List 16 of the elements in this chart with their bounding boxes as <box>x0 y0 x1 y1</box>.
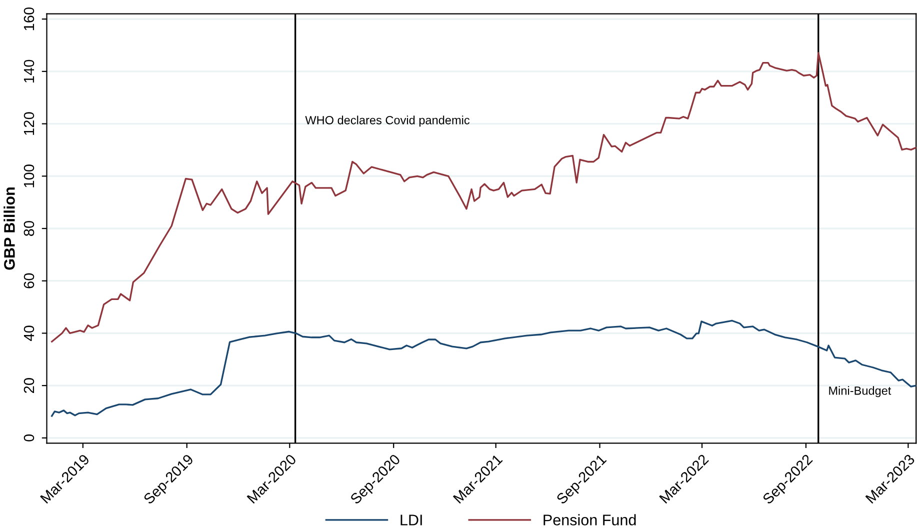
y-tick-label: 80 <box>24 220 34 236</box>
ref-line-label: WHO declares Covid pandemic <box>305 116 470 127</box>
y-tick-label: 160 <box>24 7 34 30</box>
y-tick-label: 20 <box>24 378 34 393</box>
y-tick-label: 140 <box>24 60 34 82</box>
y-tick-label: 40 <box>24 326 34 341</box>
y-tick-label: 0 <box>24 434 34 442</box>
ref-line-label: Mini-Budget <box>829 386 892 398</box>
y-tick-label: 60 <box>24 273 34 288</box>
line-series <box>51 320 916 417</box>
legend-label: Pension Fund <box>544 514 636 526</box>
y-axis-title: GBP Billion <box>4 188 15 270</box>
y-tick-label: 100 <box>24 164 34 188</box>
y-tick-label: 120 <box>24 112 34 135</box>
legend-label: LDI <box>400 514 422 526</box>
line-series <box>51 52 916 342</box>
